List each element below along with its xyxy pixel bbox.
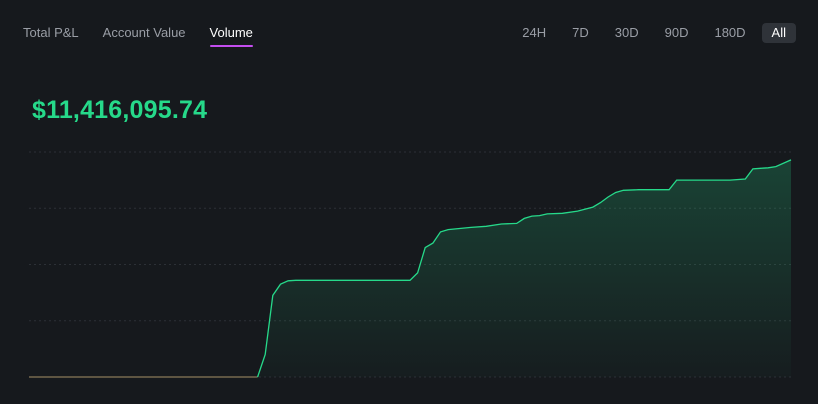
tab-total-pnl[interactable]: Total P&L [23, 25, 79, 40]
range-24h-button[interactable]: 24H [522, 25, 547, 40]
range-all-button[interactable]: All [761, 23, 796, 43]
metric-tabs: Total P&L Account Value Volume [23, 25, 277, 47]
range-90d-button[interactable]: 90D [664, 25, 689, 40]
range-7d-button[interactable]: 7D [572, 25, 589, 40]
range-180d-button[interactable]: 180D [714, 25, 746, 40]
volume-area-fill [257, 159, 792, 377]
range-30d-button[interactable]: 30D [614, 25, 639, 40]
tab-account-value[interactable]: Account Value [102, 25, 186, 40]
time-range-selector: 24H 7D 30D 90D 180D All [506, 23, 796, 43]
volume-line [256, 159, 792, 378]
volume-total-value: $11,416,095.74 [32, 96, 208, 124]
tab-volume[interactable]: Volume [209, 25, 254, 47]
